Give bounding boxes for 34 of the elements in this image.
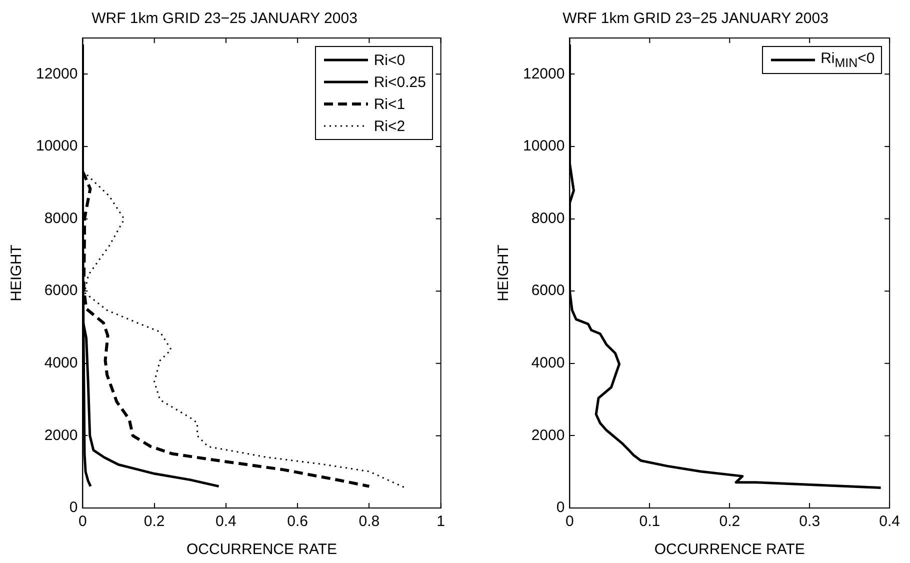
y-tick-label: 12000 — [36, 65, 78, 82]
chart-title: WRF 1km GRID 23−25 JANUARY 2003 — [92, 10, 358, 28]
x-tick-label: 0.2 — [144, 513, 165, 530]
y-tick-label: 8000 — [531, 210, 565, 227]
x-axis-title: OCCURRENCE RATE — [654, 541, 805, 558]
x-tick-label: 1 — [436, 513, 445, 530]
y-tick-label: 4000 — [44, 354, 78, 372]
x-tick-label: 0.8 — [358, 513, 380, 530]
y-tick-label: 10000 — [522, 138, 565, 155]
y-tick-label: 6000 — [44, 282, 78, 300]
y-tick-label: 8000 — [44, 210, 78, 227]
y-tick-label: 12000 — [522, 65, 565, 82]
y-tick-label: 2000 — [531, 426, 565, 444]
y-axis-title: HEIGHT — [8, 244, 26, 302]
x-tick-label: 0.2 — [719, 513, 740, 530]
y-tick-label: 2000 — [44, 426, 78, 444]
legend-label: Ri<0.25 — [374, 74, 426, 90]
x-tick-label: 0.1 — [639, 513, 660, 530]
legend-label: Ri$_{MIN}$<0 — [820, 50, 875, 70]
legend-label: Ri<1 — [374, 96, 406, 112]
y-tick-label: 10000 — [36, 138, 78, 155]
y-tick-label: 0 — [556, 499, 565, 516]
legend-label: Ri<2 — [374, 118, 406, 134]
y-tick-label: 0 — [69, 499, 78, 516]
y-tick-label: 4000 — [531, 354, 565, 372]
x-tick-label: 0.6 — [287, 513, 308, 530]
legend-label: Ri<0 — [374, 52, 406, 68]
x-tick-label: 0.4 — [216, 513, 236, 530]
chart-title: WRF 1km GRID 23−25 JANUARY 2003 — [562, 10, 828, 28]
x-tick-label: 0.4 — [879, 513, 900, 530]
y-axis-title: HEIGHT — [495, 244, 512, 302]
x-tick-label: 0.3 — [799, 513, 820, 530]
x-axis-title: OCCURRENCE RATE — [186, 541, 338, 558]
y-tick-label: 6000 — [531, 282, 565, 300]
